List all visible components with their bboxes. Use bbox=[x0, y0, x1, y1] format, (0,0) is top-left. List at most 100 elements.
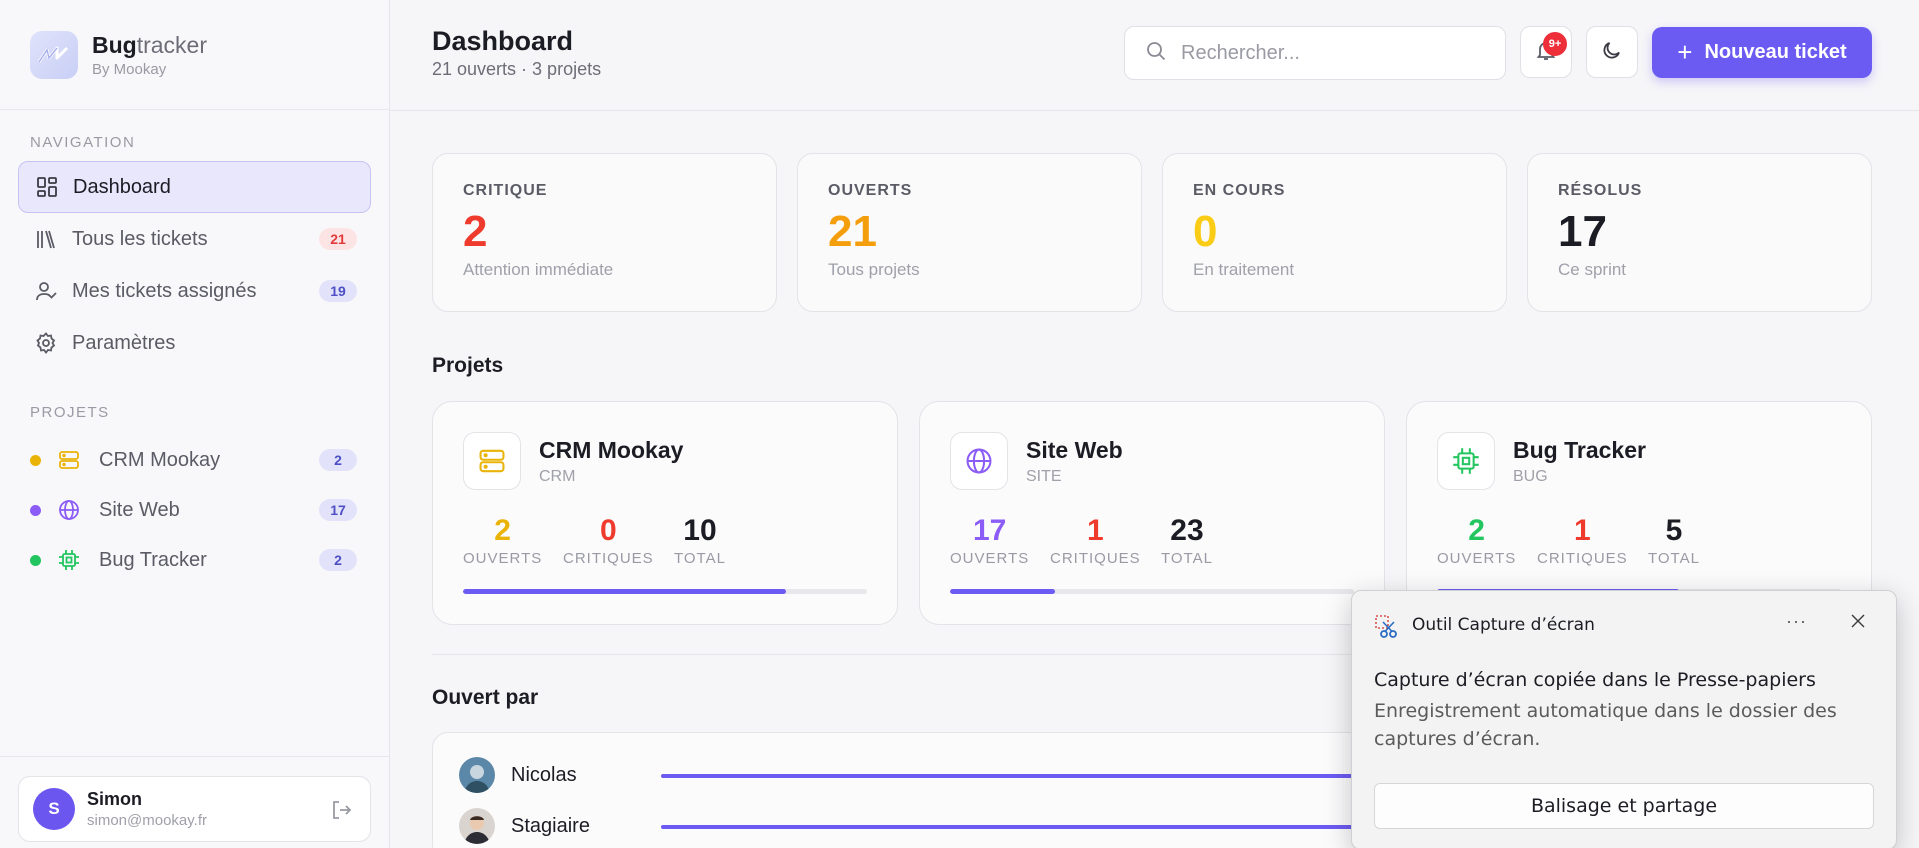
project-stat-ouverts: 2 OUVERTS bbox=[463, 514, 542, 567]
stat-card-critique: CRITIQUE 2 Attention immédiate bbox=[432, 153, 777, 312]
brand-sub: By Mookay bbox=[92, 60, 167, 78]
more-options-icon[interactable]: ··· bbox=[1786, 611, 1807, 631]
avatar: S bbox=[33, 788, 75, 830]
globe-icon bbox=[950, 432, 1008, 490]
project-card-crm[interactable]: CRM Mookay CRM 2 OUVERTS 0 CRITIQUES 10 TOT… bbox=[432, 401, 898, 625]
library-icon bbox=[34, 227, 58, 251]
sidebar-item-my-tickets[interactable]: Mes tickets assignés 19 bbox=[18, 265, 371, 317]
markup-share-button[interactable]: Balisage et partage bbox=[1374, 783, 1874, 829]
notification-app-name: Outil Capture d’écran bbox=[1412, 615, 1595, 635]
sidebar-project-bug-tracker[interactable]: Bug Tracker 2 bbox=[0, 535, 389, 585]
search-box[interactable] bbox=[1124, 26, 1506, 80]
snipping-tool-notification[interactable]: Outil Capture d’écran ··· Capture d’écra… bbox=[1351, 590, 1897, 848]
server-icon bbox=[463, 432, 521, 490]
stat-value: 21 bbox=[828, 207, 877, 256]
scissors-icon bbox=[1374, 614, 1400, 645]
stat-desc: Ce sprint bbox=[1558, 260, 1627, 279]
theme-toggle-button[interactable] bbox=[1586, 26, 1638, 78]
cpu-icon bbox=[57, 548, 81, 572]
list-item: Nicolas bbox=[459, 756, 641, 794]
project-stat-critiques: 0 CRITIQUES bbox=[563, 514, 654, 567]
sidebar-project-site-web[interactable]: Site Web 17 bbox=[0, 485, 389, 535]
avatar bbox=[459, 757, 495, 793]
count-badge: 2 bbox=[319, 449, 357, 471]
page-title: Dashboard bbox=[432, 26, 574, 56]
status-dot bbox=[30, 504, 41, 516]
project-name: CRM Mookay bbox=[539, 437, 684, 463]
stat-label: CRITIQUES bbox=[563, 550, 654, 567]
count-badge: 17 bbox=[319, 499, 357, 521]
dashboard-icon bbox=[35, 175, 59, 199]
sidebar-project-label: Site Web bbox=[99, 498, 180, 521]
project-stat-total: 10 TOTAL bbox=[674, 514, 726, 567]
stat-card-resolus: RÉSOLUS 17 Ce sprint bbox=[1527, 153, 1872, 312]
logout-icon[interactable] bbox=[330, 799, 352, 826]
sidebar-item-all-tickets[interactable]: Tous les tickets 21 bbox=[18, 213, 371, 265]
search-input[interactable] bbox=[1181, 41, 1481, 65]
sidebar-project-label: Bug Tracker bbox=[99, 548, 207, 571]
moon-icon bbox=[1601, 39, 1623, 66]
stat-value: 17 bbox=[1558, 207, 1607, 256]
stat-label: CRITIQUES bbox=[1050, 550, 1141, 567]
header: Dashboard 21 ouverts · 3 projets 9+ + No… bbox=[390, 0, 1919, 111]
opener-bar bbox=[661, 774, 1711, 778]
server-icon bbox=[57, 448, 81, 472]
project-stat-ouverts: 2 OUVERTS bbox=[1437, 514, 1516, 567]
nav-section-label: NAVIGATION bbox=[30, 134, 136, 151]
stat-number: 1 bbox=[1574, 514, 1591, 547]
project-stat-critiques: 1 CRITIQUES bbox=[1050, 514, 1141, 567]
stat-desc: Tous projets bbox=[828, 260, 920, 279]
sidebar-project-label: CRM Mookay bbox=[99, 448, 221, 471]
notification-badge: 9+ bbox=[1543, 32, 1567, 56]
user-name: Simon bbox=[87, 789, 143, 809]
user-check-icon bbox=[34, 279, 58, 303]
status-dot bbox=[30, 554, 41, 566]
search-icon bbox=[1145, 40, 1167, 67]
status-dot bbox=[30, 454, 41, 466]
project-code: BUG bbox=[1513, 468, 1548, 485]
project-name: Site Web bbox=[1026, 437, 1123, 463]
divider bbox=[432, 654, 1872, 655]
new-ticket-label: Nouveau ticket bbox=[1704, 41, 1847, 63]
project-card-bug-tracker[interactable]: Bug Tracker BUG 2 OUVERTS 1 CRITIQUES 5 TOT… bbox=[1406, 401, 1872, 625]
stat-label: OUVERTS bbox=[950, 550, 1030, 567]
sidebar-projects: PROJETS CRM Mookay 2 Site Web 17 Bug Tra… bbox=[0, 404, 389, 585]
globe-icon bbox=[57, 498, 81, 522]
count-badge: 19 bbox=[319, 280, 357, 302]
sidebar: Bugtracker By Mookay NAVIGATION Dashboar… bbox=[0, 0, 390, 848]
user-card[interactable]: S Simon simon@mookay.fr bbox=[18, 776, 371, 842]
stat-number: 1 bbox=[1087, 514, 1104, 547]
project-card-site-web[interactable]: Site Web SITE 17 OUVERTS 1 CRITIQUES 23 TOT… bbox=[919, 401, 1385, 625]
project-code: CRM bbox=[539, 468, 576, 485]
count-badge: 2 bbox=[319, 549, 357, 571]
sidebar-item-dashboard[interactable]: Dashboard bbox=[18, 161, 371, 213]
progress-fill bbox=[950, 589, 1056, 594]
brand[interactable]: Bugtracker By Mookay bbox=[0, 0, 389, 110]
count-badge: 21 bbox=[319, 228, 357, 250]
new-ticket-button[interactable]: + Nouveau ticket bbox=[1652, 27, 1872, 78]
project-code: SITE bbox=[1026, 468, 1062, 485]
progress-fill bbox=[463, 589, 787, 594]
opener-name: Stagiaire bbox=[511, 814, 590, 837]
cpu-icon bbox=[1437, 432, 1495, 490]
stat-label: CRITIQUE bbox=[463, 182, 548, 199]
stat-value: 0 bbox=[1193, 207, 1218, 256]
project-progress bbox=[950, 589, 1354, 594]
stat-number: 5 bbox=[1665, 514, 1683, 547]
brand-name: Bugtracker bbox=[92, 31, 208, 58]
gear-icon bbox=[34, 331, 58, 355]
close-icon[interactable] bbox=[1850, 613, 1866, 634]
nav: NAVIGATION Dashboard Tous les tickets 21… bbox=[0, 134, 389, 369]
sidebar-item-label: Paramètres bbox=[72, 331, 176, 354]
sidebar-project-crm[interactable]: CRM Mookay 2 bbox=[0, 435, 389, 485]
notifications-button[interactable]: 9+ bbox=[1520, 26, 1572, 78]
user-email: simon@mookay.fr bbox=[87, 812, 207, 829]
sidebar-item-settings[interactable]: Paramètres bbox=[18, 317, 371, 369]
project-name: Bug Tracker bbox=[1513, 437, 1646, 463]
sidebar-item-label: Dashboard bbox=[73, 175, 171, 198]
project-stat-ouverts: 17 OUVERTS bbox=[950, 514, 1029, 567]
project-stat-total: 23 TOTAL bbox=[1161, 514, 1213, 567]
stat-label: TOTAL bbox=[1161, 550, 1213, 567]
divider bbox=[0, 756, 389, 757]
stat-number: 0 bbox=[600, 514, 617, 547]
